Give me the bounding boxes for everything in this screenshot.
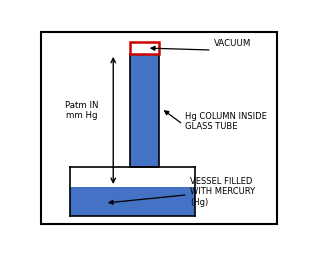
Bar xyxy=(130,54,159,167)
Bar xyxy=(70,167,195,187)
Text: VACUUM: VACUUM xyxy=(214,39,251,48)
Bar xyxy=(70,187,195,216)
Text: VESSEL FILLED
WITH MERCURY
(Hg): VESSEL FILLED WITH MERCURY (Hg) xyxy=(190,177,255,207)
Text: Patm IN
mm Hg: Patm IN mm Hg xyxy=(65,101,99,120)
Bar xyxy=(130,54,159,167)
Text: Hg COLUMN INSIDE
GLASS TUBE: Hg COLUMN INSIDE GLASS TUBE xyxy=(185,112,267,131)
Bar xyxy=(130,42,159,54)
